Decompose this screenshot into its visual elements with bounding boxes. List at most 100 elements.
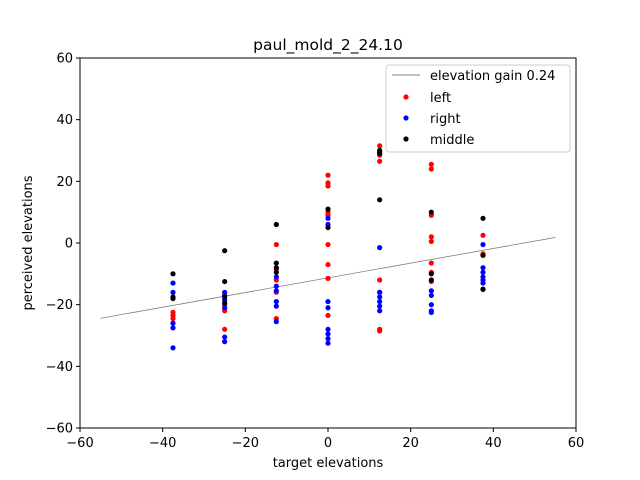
data-point-middle bbox=[273, 260, 279, 266]
data-point-right bbox=[273, 298, 279, 305]
data-point-right bbox=[480, 269, 486, 275]
data-point-right bbox=[377, 294, 383, 300]
data-point-right bbox=[170, 289, 176, 295]
data-point-middle bbox=[273, 265, 279, 271]
y-tick-label: −40 bbox=[46, 360, 73, 375]
data-point-left bbox=[377, 328, 383, 334]
data-point-middle bbox=[325, 206, 331, 212]
series-right bbox=[170, 215, 486, 351]
data-point-middle bbox=[273, 269, 279, 275]
data-point-left bbox=[273, 241, 279, 248]
data-point-right bbox=[325, 340, 331, 346]
data-point-middle bbox=[428, 209, 434, 215]
data-point-left bbox=[222, 326, 228, 332]
y-axis-label: perceived elevations bbox=[21, 175, 36, 310]
data-point-left bbox=[325, 261, 331, 268]
data-point-right bbox=[325, 326, 331, 332]
y-tick-label: 40 bbox=[56, 113, 73, 128]
data-point-right bbox=[325, 335, 331, 342]
data-point-right bbox=[222, 305, 228, 311]
y-tick-label: 0 bbox=[65, 237, 73, 252]
y-tick-label: −20 bbox=[46, 298, 73, 313]
data-point-right bbox=[273, 274, 279, 280]
y-tick-label: 20 bbox=[56, 175, 73, 190]
points-layer bbox=[170, 143, 486, 351]
data-point-right bbox=[377, 303, 383, 309]
data-point-right bbox=[170, 345, 176, 351]
data-point-right bbox=[273, 288, 279, 294]
data-point-right bbox=[273, 283, 279, 289]
data-point-left bbox=[377, 277, 383, 283]
data-point-middle bbox=[273, 221, 279, 228]
x-axis-label: target elevations bbox=[273, 456, 384, 471]
data-point-left bbox=[325, 172, 331, 178]
legend: elevation gain 0.24 left right middle bbox=[385, 64, 571, 153]
data-point-right bbox=[222, 339, 228, 345]
data-point-left bbox=[325, 241, 331, 248]
plot-area bbox=[79, 57, 577, 429]
data-point-middle bbox=[480, 286, 486, 292]
data-point-left bbox=[325, 275, 331, 282]
data-point-left bbox=[428, 260, 434, 266]
data-point-left bbox=[325, 183, 331, 189]
series-middle bbox=[170, 147, 486, 306]
x-tick-label: −20 bbox=[232, 436, 259, 451]
chart-title: paul_mold_2_24.10 bbox=[253, 36, 403, 55]
legend-label-right: right bbox=[430, 112, 461, 127]
data-point-left bbox=[428, 234, 434, 240]
data-point-middle bbox=[480, 215, 486, 221]
data-point-right bbox=[377, 289, 383, 295]
legend-label-middle: middle bbox=[430, 133, 474, 148]
data-point-middle bbox=[170, 271, 176, 277]
data-point-left bbox=[377, 143, 383, 149]
legend-label-left: left bbox=[430, 91, 451, 106]
data-point-right bbox=[428, 292, 434, 299]
y-axis-ticks: −60 −40 −20 0 20 40 60 bbox=[46, 52, 80, 437]
legend-swatch-left bbox=[403, 94, 409, 100]
x-tick-label: 0 bbox=[324, 436, 332, 451]
data-point-middle bbox=[480, 252, 486, 258]
data-point-middle bbox=[428, 277, 434, 283]
data-point-right bbox=[273, 319, 279, 325]
data-point-right bbox=[325, 331, 331, 337]
data-point-right bbox=[222, 334, 228, 340]
data-point-right bbox=[325, 298, 331, 305]
data-point-middle bbox=[222, 294, 228, 300]
data-point-left bbox=[325, 312, 331, 319]
x-tick-label: 40 bbox=[485, 436, 502, 451]
data-point-right bbox=[480, 280, 486, 286]
data-point-middle bbox=[222, 278, 228, 285]
data-point-right bbox=[325, 305, 331, 311]
data-point-right bbox=[170, 280, 176, 286]
x-tick-label: −60 bbox=[66, 436, 93, 451]
data-point-left bbox=[480, 232, 486, 238]
y-tick-label: 60 bbox=[56, 52, 73, 67]
data-point-right bbox=[428, 302, 434, 308]
data-point-right bbox=[170, 320, 176, 326]
data-point-right bbox=[325, 215, 331, 221]
data-point-left bbox=[428, 238, 434, 245]
data-point-right bbox=[273, 303, 279, 309]
data-point-middle bbox=[428, 271, 434, 277]
data-point-right bbox=[480, 265, 486, 271]
data-point-left bbox=[428, 166, 434, 172]
data-point-left bbox=[428, 161, 434, 167]
data-point-middle bbox=[170, 295, 176, 302]
legend-swatch-right bbox=[403, 115, 409, 121]
data-point-right bbox=[480, 241, 486, 248]
x-axis-ticks: −60 −40 −20 0 20 40 60 bbox=[66, 428, 584, 451]
y-tick-label: −60 bbox=[46, 422, 73, 437]
data-point-left bbox=[377, 158, 383, 164]
data-point-right bbox=[377, 245, 383, 251]
x-tick-label: 20 bbox=[402, 436, 419, 451]
data-point-left bbox=[170, 315, 176, 322]
data-point-middle bbox=[325, 224, 331, 231]
data-point-middle bbox=[377, 197, 383, 203]
data-point-right bbox=[377, 298, 383, 305]
x-tick-label: −40 bbox=[149, 436, 176, 451]
data-point-middle bbox=[377, 150, 383, 157]
data-point-right bbox=[170, 325, 176, 331]
data-point-right bbox=[428, 288, 434, 294]
legend-box bbox=[385, 64, 571, 153]
